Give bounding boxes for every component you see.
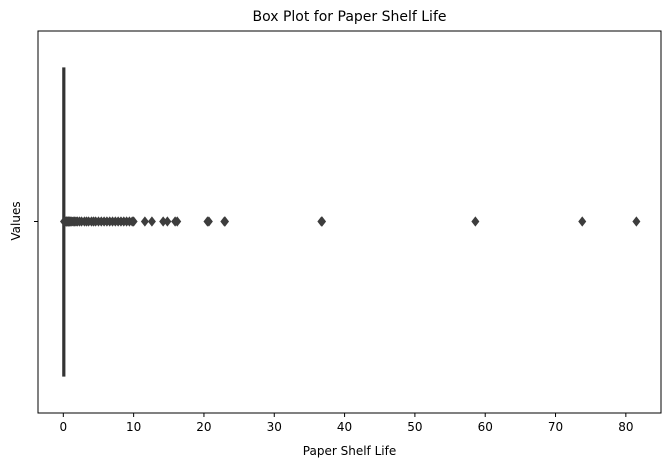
outlier-point — [147, 216, 156, 227]
x-tick-label: 20 — [196, 420, 211, 434]
x-tick-label: 60 — [478, 420, 493, 434]
outlier-point — [578, 216, 587, 227]
outlier-point — [163, 216, 172, 227]
x-tick-label: 30 — [267, 420, 282, 434]
outlier-point — [204, 216, 213, 227]
outlier-point — [318, 216, 327, 227]
outlier-point — [140, 216, 149, 227]
x-tick-label: 0 — [59, 420, 67, 434]
outlier-point — [173, 216, 182, 227]
plot-area — [37, 30, 662, 414]
outlier-point — [632, 216, 641, 227]
x-tick-label: 80 — [618, 420, 633, 434]
outlier-point — [129, 216, 138, 227]
x-tick-label: 50 — [407, 420, 422, 434]
x-tick-label: 40 — [337, 420, 352, 434]
x-tick-label: 70 — [548, 420, 563, 434]
y-axis-label: Values — [9, 201, 23, 240]
x-axis: 0 10 20 30 40 50 60 70 80 — [34, 221, 633, 434]
chart-title: Box Plot for Paper Shelf Life — [253, 9, 447, 25]
outlier-point — [471, 216, 480, 227]
outlier-point — [221, 216, 230, 227]
x-axis-label: Paper Shelf Life — [303, 444, 396, 458]
x-tick-label: 10 — [126, 420, 141, 434]
